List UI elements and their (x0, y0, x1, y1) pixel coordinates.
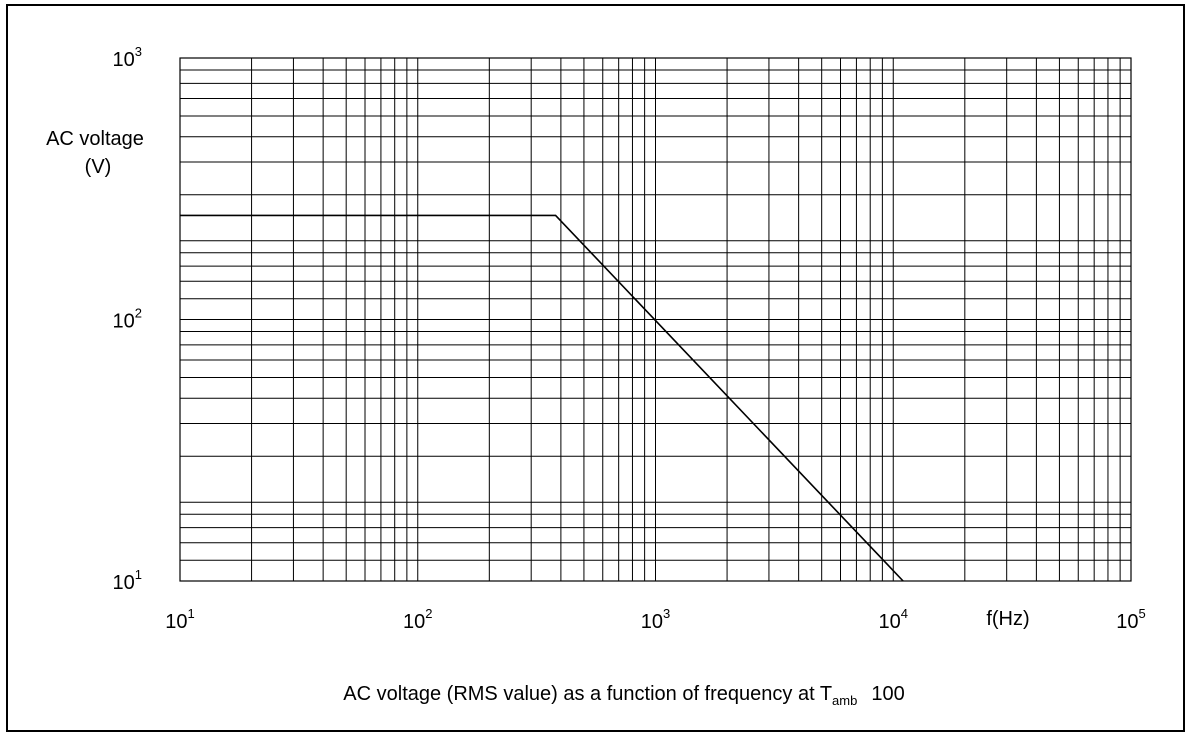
y-axis-label-line1: AC voltage (46, 128, 144, 150)
chart-frame (6, 4, 1185, 732)
caption-subscript: amb (832, 693, 857, 708)
series-line-0 (180, 214, 904, 582)
y-tick-label-0: 101 (113, 567, 142, 594)
x-tick-labels: 101 102 103 104 105 (165, 606, 1145, 633)
grid-lines (180, 58, 1131, 581)
x-tick-label-3: 104 (879, 606, 908, 633)
y-tick-label-2: 103 (113, 44, 142, 71)
caption-suffix: 100 (871, 683, 904, 705)
x-axis-label: f(Hz) (986, 608, 1029, 630)
x-tick-label-1: 102 (403, 606, 432, 633)
plot-border (179, 57, 1132, 582)
caption-text: AC voltage (RMS value) as a function of … (343, 683, 832, 705)
y-axis-label-line2: (V) (85, 156, 112, 178)
y-tick-label-1: 102 (113, 306, 142, 333)
series-layer (180, 214, 904, 582)
x-tick-label-4: 105 (1116, 606, 1145, 633)
x-tick-label-2: 103 (641, 606, 670, 633)
x-tick-label-0: 101 (165, 606, 194, 633)
y-tick-labels: 101 102 103 (113, 44, 142, 594)
caption: AC voltage (RMS value) as a function of … (343, 683, 904, 708)
